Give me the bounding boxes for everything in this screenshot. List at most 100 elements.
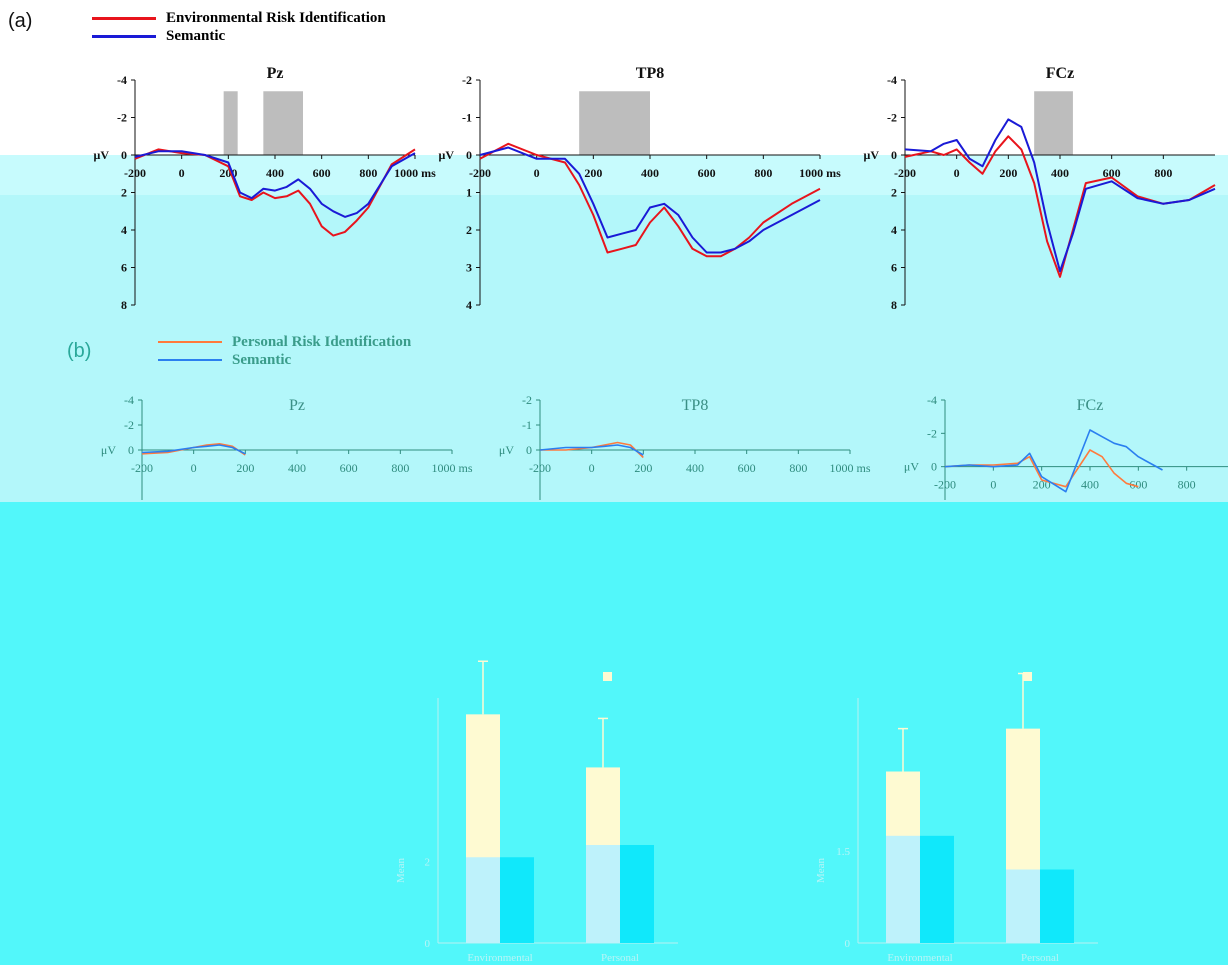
y-tick-label: 1.5 <box>836 846 850 858</box>
chart-title: TP8 <box>636 65 664 82</box>
y-tick-label: 8 <box>891 298 897 312</box>
series-line <box>134 148 416 237</box>
x-tick-label: 200 <box>634 461 652 475</box>
x-tick-label: 1000 ms <box>394 166 436 180</box>
x-tick-label: 800 <box>754 166 772 180</box>
series-line <box>539 444 644 456</box>
series-line <box>141 444 246 455</box>
legend-item: Semantic <box>92 27 386 45</box>
legend-item: Environmental Risk Identification <box>92 9 386 27</box>
y-tick-label: 0 <box>128 443 134 457</box>
bar <box>500 857 534 943</box>
x-tick-label: 0 <box>191 461 197 475</box>
bar <box>620 845 654 943</box>
x-tick-label: 0 <box>179 166 185 180</box>
significance-shade <box>223 91 238 155</box>
x-tick-label: 200 <box>584 166 602 180</box>
series-line <box>904 118 1216 273</box>
y-tick-label: 6 <box>891 261 897 275</box>
chart-title: Pz <box>267 65 284 82</box>
y-tick-label: 0 <box>425 938 431 950</box>
y-unit-label: μV <box>904 460 919 474</box>
y-tick-label: -1 <box>522 418 532 432</box>
x-tick-label: 200 <box>999 166 1017 180</box>
x-tick-label: 0 <box>534 166 540 180</box>
x-tick-label: 400 <box>641 166 659 180</box>
erp-chart-tp8-b: TP8 -2 -1 0 μV -200 0 200 400 600 800 1000 ms <box>499 393 871 500</box>
legend-a: Environmental Risk Identification Semant… <box>92 9 386 45</box>
y-tick-label: -2 <box>927 426 937 440</box>
y-tick-label: 0 <box>931 460 937 474</box>
legend-item: Semantic <box>158 351 411 369</box>
x-tick-label: 400 <box>686 461 704 475</box>
y-tick-label: -2 <box>887 111 897 125</box>
x-tick-label: 800 <box>789 461 807 475</box>
x-tick-label: 0 <box>954 166 960 180</box>
y-tick-label: 0 <box>526 443 532 457</box>
y-tick-label: 2 <box>891 186 897 200</box>
y-tick-label: -2 <box>462 73 472 87</box>
panel-a-label: (a) <box>8 10 33 32</box>
legend-label: Semantic <box>232 351 292 368</box>
y-tick-label: -4 <box>927 393 937 407</box>
bar <box>466 857 500 943</box>
x-tick-label: 600 <box>738 461 756 475</box>
x-tick-label: 600 <box>340 461 358 475</box>
y-unit-label: μV <box>94 148 110 162</box>
y-tick-label: -2 <box>117 111 127 125</box>
y-tick-label: 4 <box>121 223 127 237</box>
legend-label: Personal Risk Identification <box>232 333 412 350</box>
significance-shade <box>263 91 303 155</box>
x-tick-label: -200 <box>469 166 491 180</box>
x-tick-label: 800 <box>1178 478 1196 492</box>
y-tick-label: 0 <box>891 148 897 162</box>
legend-b: Personal Risk Identification Semantic <box>158 333 411 369</box>
bar <box>586 845 620 943</box>
significance-shade <box>1034 91 1073 155</box>
bar <box>886 835 920 943</box>
x-tick-label: Personal <box>601 952 639 964</box>
x-tick-label: 1000 ms <box>799 166 841 180</box>
x-tick-label: 400 <box>288 461 306 475</box>
y-tick-label: 4 <box>891 223 897 237</box>
series-line <box>904 135 1216 278</box>
x-tick-label: -200 <box>934 478 956 492</box>
y-tick-label: 2 <box>466 223 472 237</box>
erp-chart-fcz-a: FCz -4 -2 0 2 4 6 8 μV -200 0 200 400 600 800 <box>864 65 1216 312</box>
y-tick-label: -2 <box>124 418 134 432</box>
y-tick-label: 1 <box>466 186 472 200</box>
x-tick-label: -200 <box>894 166 916 180</box>
erp-chart-tp8-a: TP8 -2 -1 0 1 2 3 4 μV -200 0 200 400 600 800 1000 ms <box>439 65 842 312</box>
y-tick-label: 3 <box>466 261 472 275</box>
legend-label: Semantic <box>166 27 226 44</box>
bar <box>1006 869 1040 943</box>
x-tick-label: 1000 ms <box>431 461 472 475</box>
y-tick-label: -4 <box>117 73 127 87</box>
x-tick-label: 600 <box>698 166 716 180</box>
y-tick-label: 6 <box>121 261 127 275</box>
y-tick-label: -2 <box>522 393 532 407</box>
legend-label: Environmental Risk Identification <box>166 9 386 26</box>
bar <box>920 835 954 943</box>
y-tick-label: -4 <box>124 393 134 407</box>
y-tick-label: 2 <box>121 186 127 200</box>
band-middle <box>0 195 1228 502</box>
series-line <box>141 443 246 456</box>
x-tick-label: Environmental <box>467 952 532 964</box>
x-tick-label: -200 <box>529 461 551 475</box>
x-tick-label: 0 <box>990 478 996 492</box>
x-tick-label: Environmental <box>887 952 952 964</box>
bar-chart-left: 0 2 Mean Environmental Personal <box>395 660 678 964</box>
chart-title: Pz <box>289 397 305 414</box>
y-unit-label: μV <box>101 443 116 457</box>
x-tick-label: 600 <box>1103 166 1121 180</box>
x-tick-label: 400 <box>1081 478 1099 492</box>
x-tick-label: 400 <box>1051 166 1069 180</box>
y-tick-label: -1 <box>462 111 472 125</box>
erp-chart-pz-b: Pz -4 -2 0 μV -200 0 200 400 600 800 1000 ms <box>101 393 473 500</box>
x-tick-label: 800 <box>391 461 409 475</box>
x-tick-label: -200 <box>124 166 146 180</box>
significance-marker <box>1023 672 1032 681</box>
